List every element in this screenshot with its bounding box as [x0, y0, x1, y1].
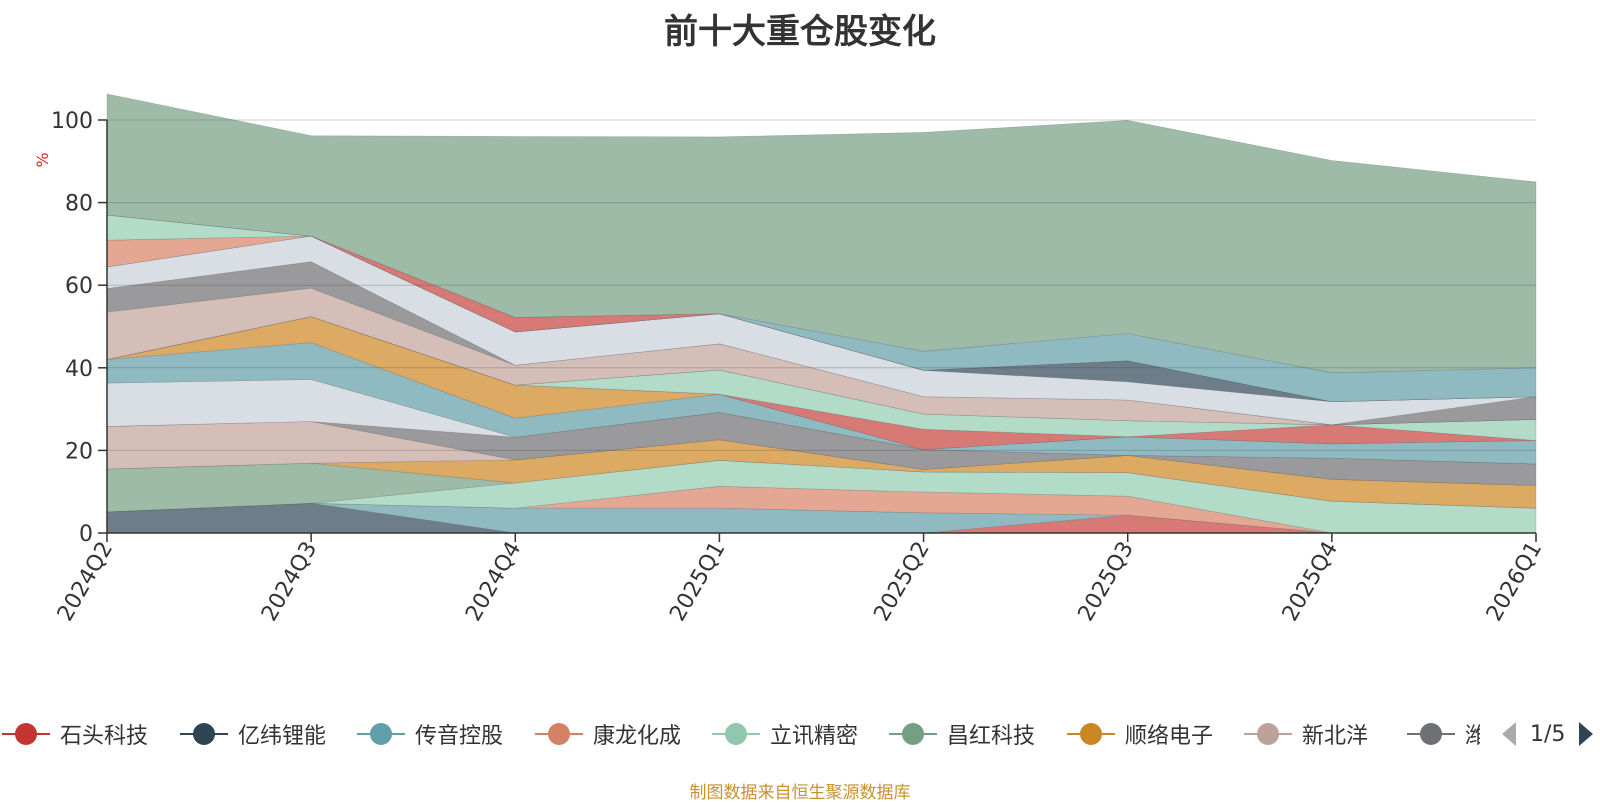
y-tick-label-0: 0 — [79, 522, 93, 547]
legend-marker-icon — [1067, 723, 1115, 745]
legend-label: 传音控股 — [415, 724, 504, 749]
x-tick-label-2025Q2: 2025Q2 — [869, 538, 934, 626]
legend: 石头科技 亿纬锂能 传音控股 康龙化成 立讯精密 昌红科技 顺络电子 新北洋 潍柴动力 — [0, 716, 1480, 752]
x-tick-label-2025Q4: 2025Q4 — [1278, 538, 1343, 626]
x-tick-label-2025Q3: 2025Q3 — [1074, 538, 1139, 626]
legend-marker-icon — [535, 723, 583, 745]
legend-label: 潍柴动力 — [1465, 724, 1480, 749]
legend-label: 顺络电子 — [1125, 724, 1214, 749]
y-tick-label-40: 40 — [65, 357, 93, 382]
legend-prev-button[interactable] — [1496, 716, 1522, 752]
legend-marker-icon — [357, 723, 405, 745]
x-tick-label-2026Q1: 2026Q1 — [1482, 538, 1547, 626]
legend-pager: 1/5 — [1496, 716, 1599, 752]
legend-item-传音控股[interactable]: 传音控股 — [355, 716, 503, 752]
legend-marker-icon — [1244, 723, 1292, 745]
legend-item-潍柴动力[interactable]: 潍柴动力 — [1405, 716, 1480, 752]
legend-label: 立讯精密 — [770, 724, 859, 749]
legend-next-button[interactable] — [1573, 716, 1599, 752]
chevron-left-icon — [1502, 722, 1516, 746]
legend-item-立讯精密[interactable]: 立讯精密 — [710, 716, 858, 752]
legend-item-顺络电子[interactable]: 顺络电子 — [1065, 716, 1213, 752]
legend-item-亿纬锂能[interactable]: 亿纬锂能 — [178, 716, 326, 752]
legend-label: 康龙化成 — [593, 724, 682, 749]
legend-marker-icon — [889, 723, 937, 745]
x-tick-label-2024Q4: 2024Q4 — [461, 538, 526, 626]
legend-label: 石头科技 — [60, 724, 149, 749]
area-series-其他[interactable] — [106, 93, 1537, 374]
legend-marker-icon — [2, 723, 50, 745]
y-tick-label-80: 80 — [65, 192, 93, 217]
data-source-note: 制图数据来自恒生聚源数据库 — [689, 783, 911, 803]
legend-label: 亿纬锂能 — [238, 724, 327, 749]
legend-marker-icon — [180, 723, 228, 745]
legend-item-新北洋[interactable]: 新北洋 — [1242, 716, 1368, 752]
legend-item-康龙化成[interactable]: 康龙化成 — [533, 716, 681, 752]
y-tick-label-20: 20 — [65, 439, 93, 464]
legend-marker-icon — [712, 723, 760, 745]
y-axis-unit: % — [33, 152, 52, 167]
legend-item-昌红科技[interactable]: 昌红科技 — [887, 716, 1035, 752]
x-tick-label-2025Q1: 2025Q1 — [665, 538, 730, 626]
legend-marker-icon — [1407, 723, 1455, 745]
legend-page-indicator: 1/5 — [1530, 721, 1566, 747]
area-chart: 0 20 40 60 80 100 2024Q2 2024Q3 2024Q4 2025Q1 2025… — [33, 93, 1547, 626]
x-tick-label-2024Q3: 2024Q3 — [257, 538, 322, 626]
area-series-国瓷材料[interactable] — [106, 261, 1537, 426]
legend-label: 新北洋 — [1302, 724, 1369, 749]
gridlines — [107, 119, 1536, 451]
chart-title: 前十大重仓股变化 — [664, 12, 936, 52]
plot-area — [106, 93, 1537, 534]
legend-label: 昌红科技 — [947, 724, 1036, 749]
chevron-right-icon — [1579, 722, 1594, 746]
y-tick-label-100: 100 — [51, 109, 93, 134]
x-tick-label-2024Q2: 2024Q2 — [53, 538, 118, 626]
y-tick-label-60: 60 — [65, 274, 93, 299]
legend-item-石头科技[interactable]: 石头科技 — [0, 716, 148, 752]
